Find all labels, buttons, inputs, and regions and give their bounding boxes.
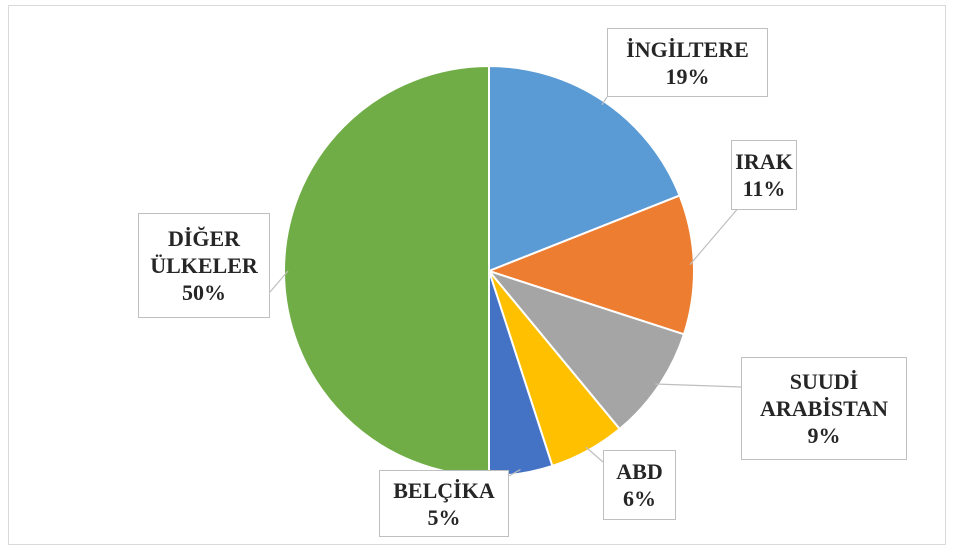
category-label: IRAK [735, 149, 793, 174]
leader-line [689, 205, 741, 266]
data-label: İNGİLTERE 19% [607, 28, 768, 97]
pie-slice [486, 194, 695, 336]
value-label: 6% [623, 486, 656, 511]
leader-line [508, 469, 521, 477]
leader-line [655, 383, 742, 388]
data-label: SUUDİ ARABİSTAN 9% [741, 357, 907, 460]
data-label: IRAK 11% [731, 140, 797, 210]
category-label: İNGİLTERE [626, 36, 749, 62]
category-label: BELÇİKA [393, 477, 495, 503]
value-label: 9% [807, 423, 841, 448]
category-label: SUUDİ ARABİSTAN [760, 369, 888, 421]
value-label: 11% [742, 176, 786, 201]
value-label: 5% [427, 504, 461, 530]
category-label: ABD [616, 459, 663, 484]
value-label: 19% [665, 63, 710, 89]
value-label: 50% [182, 280, 226, 305]
data-label: BELÇİKA 5% [379, 470, 509, 537]
leader-line [585, 446, 604, 463]
data-label: ABD 6% [603, 450, 676, 520]
category-label: DİĞER ÜLKELER [150, 226, 258, 278]
data-label: DİĞER ÜLKELER 50% [138, 213, 270, 318]
pie-slice [486, 268, 686, 431]
leader-line [601, 96, 608, 106]
pie-slice [283, 64, 490, 478]
leader-line [269, 270, 289, 293]
